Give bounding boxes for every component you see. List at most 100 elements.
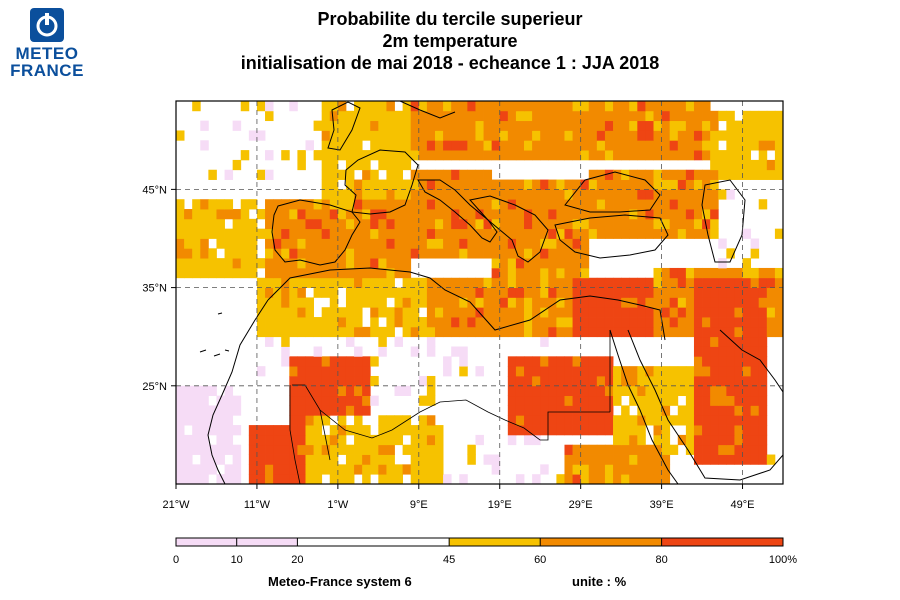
heatmap-cell bbox=[710, 189, 719, 200]
heatmap-cell bbox=[621, 199, 630, 210]
heatmap-cell bbox=[588, 317, 598, 328]
heatmap-cell bbox=[613, 209, 622, 220]
heatmap-cell bbox=[394, 159, 404, 171]
heatmap-cell bbox=[677, 199, 687, 210]
heatmap-cell bbox=[734, 356, 743, 367]
heatmap-cell bbox=[726, 444, 735, 455]
heatmap-cell bbox=[216, 474, 225, 484]
heatmap-cell bbox=[742, 258, 752, 269]
heatmap-cell bbox=[224, 385, 234, 397]
heatmap-cell bbox=[564, 317, 573, 328]
heatmap-cell bbox=[467, 248, 476, 259]
heatmap-cell bbox=[540, 228, 549, 239]
heatmap-cell bbox=[273, 267, 282, 279]
heatmap-cell bbox=[313, 248, 323, 259]
heatmap-cell bbox=[702, 101, 711, 112]
heatmap-cell bbox=[661, 179, 671, 190]
heatmap-cell bbox=[451, 326, 460, 338]
heatmap-cell bbox=[750, 454, 760, 465]
heatmap-cell bbox=[345, 375, 355, 387]
heatmap-cell bbox=[176, 209, 185, 220]
heatmap-cell bbox=[313, 434, 323, 446]
heatmap-cell bbox=[515, 267, 525, 279]
heatmap-cell bbox=[232, 444, 242, 455]
colorbar-bin bbox=[297, 538, 450, 546]
heatmap-cell bbox=[613, 366, 622, 377]
heatmap-cell bbox=[524, 375, 533, 387]
heatmap-cell bbox=[669, 287, 679, 298]
heatmap-cell bbox=[507, 140, 517, 151]
heatmap-cell bbox=[467, 297, 476, 308]
heatmap-cell bbox=[507, 209, 517, 220]
heatmap-cell bbox=[524, 356, 533, 367]
heatmap-cell bbox=[386, 464, 395, 475]
heatmap-cell bbox=[774, 110, 783, 122]
heatmap-cell bbox=[580, 179, 590, 190]
heatmap-cell bbox=[596, 130, 606, 141]
heatmap-cell bbox=[200, 474, 209, 484]
heatmap-cell bbox=[297, 405, 306, 416]
heatmap-cell bbox=[443, 356, 452, 367]
heatmap-cell bbox=[426, 169, 436, 180]
heatmap-cell bbox=[208, 415, 217, 426]
heatmap-cell bbox=[273, 307, 282, 318]
heatmap-cell bbox=[702, 189, 711, 200]
heatmap-cell bbox=[265, 474, 274, 484]
heatmap-cell bbox=[540, 258, 549, 269]
black-sea-coast bbox=[564, 171, 661, 213]
heatmap-cell bbox=[443, 150, 452, 161]
heatmap-cell bbox=[362, 454, 371, 465]
heatmap-cell bbox=[564, 307, 573, 318]
heatmap-cell bbox=[426, 434, 436, 446]
heatmap-cell bbox=[467, 228, 476, 239]
heatmap-cell bbox=[297, 238, 306, 249]
heatmap-cell bbox=[693, 405, 703, 416]
heatmap-cell bbox=[297, 464, 306, 475]
heatmap-cell bbox=[532, 238, 541, 249]
heatmap-cell bbox=[621, 375, 630, 387]
heatmap-cell bbox=[580, 120, 590, 131]
heatmap-cell bbox=[451, 317, 460, 328]
heatmap-cell bbox=[200, 248, 209, 259]
heatmap-cell bbox=[734, 277, 743, 288]
heatmap-cell bbox=[329, 189, 339, 200]
heatmap-cell bbox=[661, 150, 671, 161]
heatmap-cell bbox=[507, 326, 517, 338]
heatmap-cell bbox=[345, 150, 355, 161]
heatmap-cell bbox=[329, 307, 339, 318]
heatmap-cell bbox=[224, 199, 234, 210]
heatmap-cell bbox=[313, 317, 323, 328]
heatmap-cell bbox=[337, 444, 347, 455]
heatmap-cell bbox=[750, 444, 760, 455]
heatmap-cell bbox=[548, 130, 557, 141]
heatmap-cell bbox=[321, 189, 331, 200]
heatmap-cell bbox=[426, 248, 436, 259]
heatmap-cell bbox=[329, 258, 339, 269]
heatmap-cell bbox=[645, 317, 654, 328]
heatmap-cell bbox=[677, 110, 687, 122]
heatmap-cell bbox=[774, 159, 783, 171]
heatmap-cell bbox=[734, 346, 743, 357]
heatmap-cell bbox=[313, 258, 323, 269]
heatmap-cell bbox=[629, 425, 638, 436]
heatmap-cell bbox=[289, 356, 298, 367]
heatmap-cell bbox=[572, 415, 582, 426]
heatmap-cell bbox=[459, 140, 468, 151]
heatmap-cell bbox=[702, 287, 711, 298]
heatmap-cell bbox=[394, 238, 404, 249]
heatmap-cell bbox=[588, 169, 598, 180]
heatmap-cell bbox=[693, 140, 703, 151]
heatmap-cell bbox=[467, 140, 476, 151]
heatmap-cell bbox=[370, 189, 379, 200]
heatmap-cell bbox=[354, 287, 363, 298]
heatmap-cell bbox=[532, 474, 541, 484]
heatmap-cell bbox=[588, 110, 598, 122]
heatmap-cell bbox=[475, 140, 484, 151]
heatmap-cell bbox=[443, 169, 452, 180]
heatmap-cell bbox=[702, 425, 711, 436]
heatmap-cell bbox=[329, 395, 339, 406]
heatmap-cell bbox=[734, 395, 743, 406]
heatmap-cell bbox=[621, 444, 630, 455]
heatmap-cell bbox=[653, 228, 662, 239]
heatmap-cell bbox=[265, 444, 274, 455]
